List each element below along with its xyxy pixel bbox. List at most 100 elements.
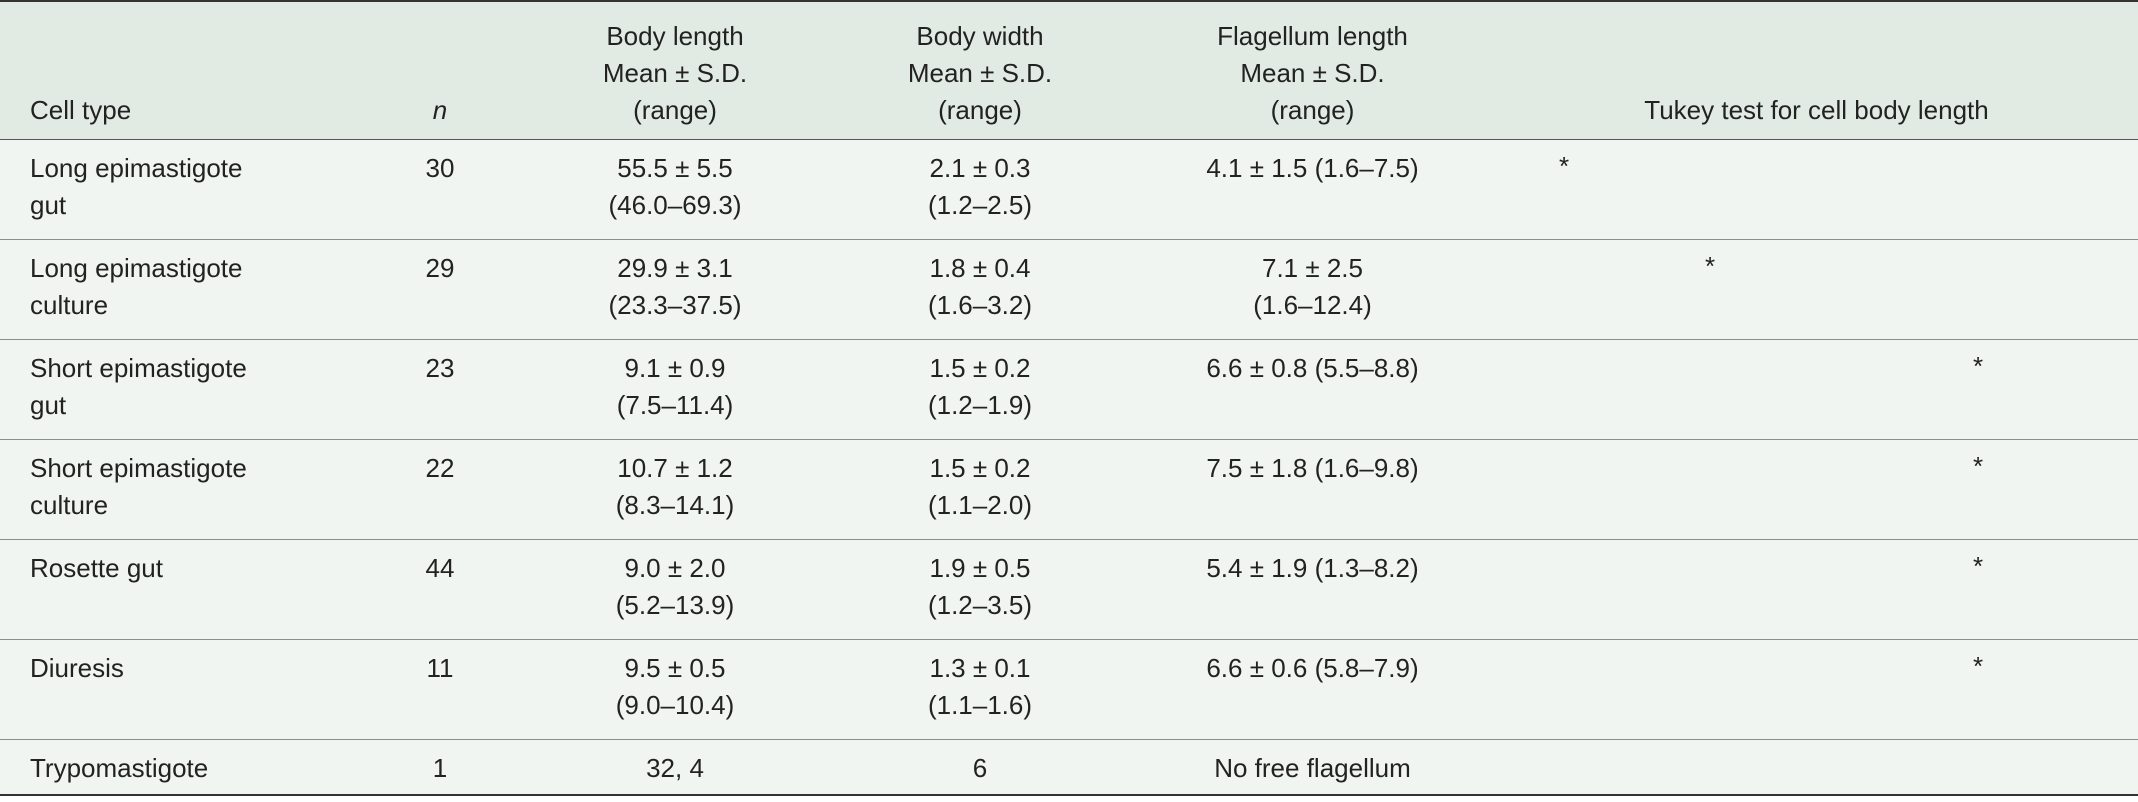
- table-cell: 6: [830, 739, 1130, 795]
- cell-line: gut: [30, 189, 67, 220]
- cell-text: 23: [425, 352, 455, 383]
- cell-text: 29: [425, 252, 455, 283]
- tukey-cell: *: [1495, 439, 2138, 539]
- cell-line: 1.5 ± 0.2: [929, 452, 1031, 483]
- table-header: Cell type n Body length Mean ± S.D. (range) B…: [0, 1, 2138, 140]
- tukey-mark: *: [1705, 250, 1716, 281]
- tukey-mark: *: [1973, 450, 1984, 481]
- cell-line: (8.3–14.1): [615, 489, 735, 520]
- tukey-mark: *: [1559, 150, 1570, 181]
- header-cell: Flagellum length Mean ± S.D. (range): [1130, 1, 1495, 140]
- table-cell: Short epimastigote culture: [0, 439, 360, 539]
- cell-line: (9.0–10.4): [615, 689, 735, 720]
- table-cell: 29.9 ± 3.1 (23.3–37.5): [520, 239, 830, 339]
- table-cell: Long epimastigote gut: [0, 139, 360, 239]
- table-row: Diuresis 11 9.5 ± 0.5 (9.0–10.4) 1.3 ± 0.1 (1…: [0, 639, 2138, 739]
- tukey-mark: *: [1973, 350, 1984, 381]
- cell-line: No free flagellum: [1214, 752, 1411, 783]
- cell-line: (1.1–2.0): [927, 489, 1033, 520]
- tukey-mark: *: [1973, 550, 1984, 581]
- table-cell: Trypomastigote: [0, 739, 360, 795]
- cell-line: Body width: [916, 20, 1044, 51]
- cell-text: Cell type: [30, 94, 132, 125]
- table-row: Long epimastigote culture 29 29.9 ± 3.1 (23.…: [0, 239, 2138, 339]
- table-cell: 23: [360, 339, 520, 439]
- cell-line: Short epimastigote: [30, 352, 247, 383]
- cell-line: (5.2–13.9): [615, 589, 735, 620]
- cell-line: Long epimastigote: [30, 252, 243, 283]
- cell-line: (1.2–3.5): [927, 589, 1033, 620]
- cell-line: 9.1 ± 0.9: [624, 352, 726, 383]
- cell-text: 30: [425, 152, 455, 183]
- cell-line: Diuresis: [30, 652, 124, 683]
- cell-line: 6.6 ± 0.6 (5.8–7.9): [1206, 652, 1419, 683]
- cell-line: 7.1 ± 2.5: [1261, 252, 1363, 283]
- cell-text: 22: [425, 452, 455, 483]
- table-cell: 7.1 ± 2.5 (1.6–12.4): [1130, 239, 1495, 339]
- cell-line: Trypomastigote: [30, 752, 209, 783]
- cell-line: 6: [972, 752, 988, 783]
- table-cell: 9.0 ± 2.0 (5.2–13.9): [520, 539, 830, 639]
- cell-line: Short epimastigote: [30, 452, 247, 483]
- header-cell: Body length Mean ± S.D. (range): [520, 1, 830, 140]
- cell-line: (46.0–69.3): [608, 189, 742, 220]
- cell-text: 11: [426, 652, 454, 683]
- table-cell: 2.1 ± 0.3 (1.2–2.5): [830, 139, 1130, 239]
- cell-line: (range): [633, 94, 717, 125]
- cell-line: 1.8 ± 0.4: [929, 252, 1031, 283]
- tukey-mark: *: [1973, 650, 1984, 681]
- cell-line: 4.1 ± 1.5 (1.6–7.5): [1206, 152, 1419, 183]
- cell-text: 1: [432, 752, 448, 783]
- table-cell: 11: [360, 639, 520, 739]
- cell-line: 2.1 ± 0.3: [929, 152, 1031, 183]
- cell-line: (1.6–3.2): [927, 289, 1033, 320]
- tukey-cell: *: [1495, 639, 2138, 739]
- cell-text: 44: [425, 552, 455, 583]
- table-cell: 22: [360, 439, 520, 539]
- header-cell: n: [360, 1, 520, 140]
- cell-line: 9.0 ± 2.0: [624, 552, 726, 583]
- cell-line: (1.1–1.6): [927, 689, 1033, 720]
- cell-line: Mean ± S.D.: [907, 57, 1053, 88]
- table-cell: 10.7 ± 1.2 (8.3–14.1): [520, 439, 830, 539]
- cell-line: 1.9 ± 0.5: [929, 552, 1031, 583]
- table-cell: 32, 4: [520, 739, 830, 795]
- table-cell: 29: [360, 239, 520, 339]
- cell-line: (1.2–2.5): [927, 189, 1033, 220]
- table-cell: Rosette gut: [0, 539, 360, 639]
- table-cell: 5.4 ± 1.9 (1.3–8.2): [1130, 539, 1495, 639]
- table-cell: 44: [360, 539, 520, 639]
- cell-line: 32, 4: [646, 752, 704, 783]
- table-cell: Short epimastigote gut: [0, 339, 360, 439]
- cell-line: 7.5 ± 1.8 (1.6–9.8): [1206, 452, 1419, 483]
- table-cell: 6.6 ± 0.6 (5.8–7.9): [1130, 639, 1495, 739]
- cell-line: 1.3 ± 0.1: [929, 652, 1031, 683]
- table-cell: 55.5 ± 5.5 (46.0–69.3): [520, 139, 830, 239]
- cell-line: 29.9 ± 3.1: [617, 252, 733, 283]
- tukey-cell: *: [1495, 539, 2138, 639]
- cell-line: Flagellum length: [1217, 20, 1408, 51]
- tukey-cell: [1495, 739, 2138, 795]
- tukey-cell: *: [1495, 239, 2138, 339]
- table-cell: 9.5 ± 0.5 (9.0–10.4): [520, 639, 830, 739]
- table-cell: 1.5 ± 0.2 (1.1–2.0): [830, 439, 1130, 539]
- cell-line: culture: [30, 489, 109, 520]
- cell-line: 10.7 ± 1.2: [617, 452, 733, 483]
- table-cell: 30: [360, 139, 520, 239]
- cell-line: culture: [30, 289, 109, 320]
- cell-line: 1.5 ± 0.2: [929, 352, 1031, 383]
- table-cell: 1.8 ± 0.4 (1.6–3.2): [830, 239, 1130, 339]
- table-row: Trypomastigote 1 32, 4 6 No free flagellum: [0, 739, 2138, 795]
- table-row: Rosette gut 44 9.0 ± 2.0 (5.2–13.9) 1.9 ± 0.…: [0, 539, 2138, 639]
- cell-line: Mean ± S.D.: [602, 57, 748, 88]
- header-cell: Cell type: [0, 1, 360, 140]
- cell-text: n: [432, 94, 448, 125]
- table-body: Long epimastigote gut 30 55.5 ± 5.5 (46.0–69…: [0, 139, 2138, 795]
- cell-line: 9.5 ± 0.5: [624, 652, 726, 683]
- cell-line: Body length: [606, 20, 744, 51]
- header-cell: Body width Mean ± S.D. (range): [830, 1, 1130, 140]
- table-cell: 6.6 ± 0.8 (5.5–8.8): [1130, 339, 1495, 439]
- tukey-cell: *: [1495, 139, 2138, 239]
